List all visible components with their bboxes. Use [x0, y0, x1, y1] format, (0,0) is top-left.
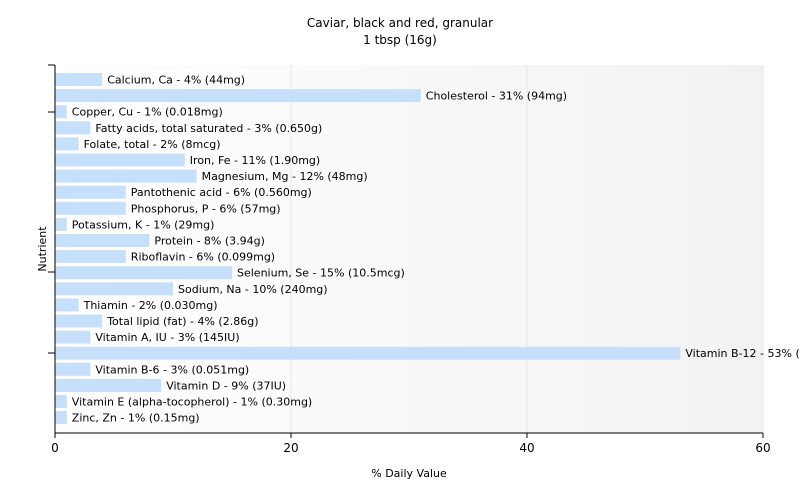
- bar: [55, 121, 91, 135]
- bar-label: Zinc, Zn - 1% (0.15mg): [72, 412, 200, 425]
- bar-label: Cholesterol - 31% (94mg): [426, 90, 567, 103]
- bar: [55, 362, 91, 376]
- bar: [55, 201, 126, 215]
- bar-label: Total lipid (fat) - 4% (2.86g): [106, 315, 258, 328]
- bar: [55, 282, 173, 296]
- bar-label: Vitamin E (alpha-tocopherol) - 1% (0.30m…: [72, 396, 312, 409]
- bar-label: Potassium, K - 1% (29mg): [72, 218, 215, 231]
- bar-label: Magnesium, Mg - 12% (48mg): [202, 170, 368, 183]
- plot-area: [55, 65, 763, 433]
- x-tick-label: 20: [283, 441, 298, 455]
- bar: [55, 250, 126, 264]
- bar: [55, 314, 103, 328]
- bar: [55, 395, 67, 408]
- bar: [55, 105, 67, 119]
- bar-label: Folate, total - 2% (8mcg): [84, 138, 221, 151]
- x-tick-label: 40: [519, 441, 534, 455]
- bar-label: Vitamin B-12 - 53% (3.20mcg): [685, 347, 800, 360]
- chart-title: Caviar, black and red, granular: [306, 16, 494, 30]
- bar: [55, 330, 91, 344]
- bar-label: Protein - 8% (3.94g): [154, 235, 265, 248]
- bar-label: Vitamin A, IU - 3% (145IU): [95, 331, 239, 344]
- bar: [55, 234, 150, 247]
- bar: [55, 298, 79, 312]
- bar-label: Vitamin D - 9% (37IU): [166, 379, 286, 392]
- bar: [55, 266, 232, 280]
- bar: [55, 185, 126, 199]
- bar: [55, 378, 162, 392]
- bar-label: Thiamin - 2% (0.030mg): [83, 299, 218, 312]
- bar-label: Copper, Cu - 1% (0.018mg): [72, 106, 223, 119]
- bar-label: Iron, Fe - 11% (1.90mg): [190, 154, 320, 167]
- bar-label: Sodium, Na - 10% (240mg): [178, 283, 328, 296]
- bar-label: Riboflavin - 6% (0.099mg): [131, 251, 275, 264]
- x-tick-label: 0: [51, 441, 59, 455]
- y-axis-label: Nutrient: [36, 226, 49, 272]
- x-tick-label: 60: [755, 441, 770, 455]
- bar: [55, 73, 103, 86]
- bar: [55, 137, 79, 151]
- bar: [55, 346, 681, 360]
- bar: [55, 169, 197, 183]
- bar-label: Fatty acids, total saturated - 3% (0.650…: [95, 122, 322, 135]
- bar-label: Calcium, Ca - 4% (44mg): [107, 74, 245, 87]
- bar-label: Selenium, Se - 15% (10.5mcg): [237, 267, 405, 280]
- bar: [55, 411, 67, 425]
- bar-label: Pantothenic acid - 6% (0.560mg): [131, 186, 312, 199]
- bar-label: Phosphorus, P - 6% (57mg): [131, 202, 281, 215]
- bar: [55, 217, 67, 231]
- chart-subtitle: 1 tbsp (16g): [363, 33, 437, 47]
- bar-label: Vitamin B-6 - 3% (0.051mg): [95, 363, 249, 376]
- bar: [55, 153, 185, 167]
- bar: [55, 89, 421, 103]
- x-axis-label: % Daily Value: [371, 467, 447, 480]
